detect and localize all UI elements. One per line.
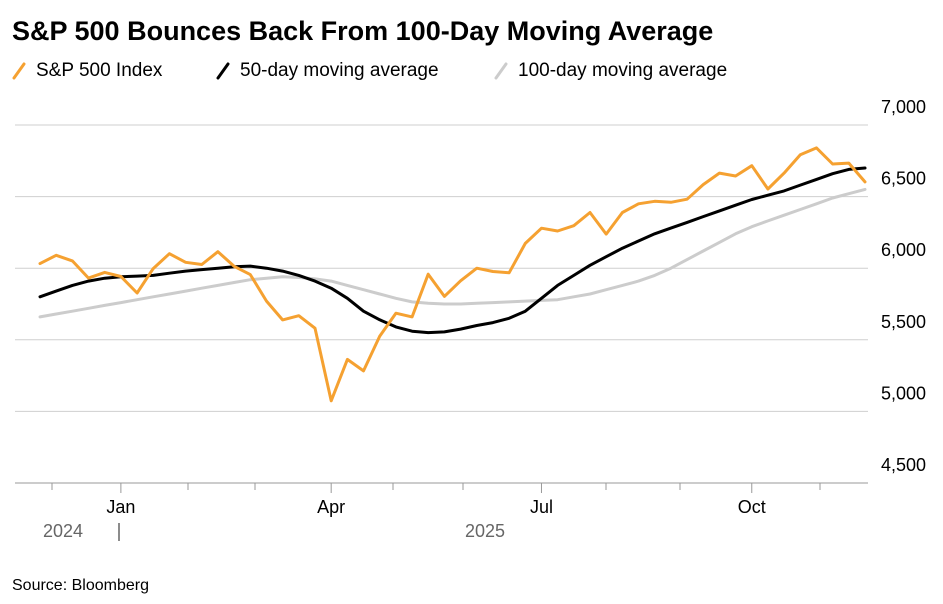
y-tick-label: 4,500 [881,455,926,475]
legend: S&P 500 Index 50-day moving average 100-da… [12,60,727,81]
x-tick-label: Jan [106,497,135,517]
chart-title: S&P 500 Bounces Back From 100-Day Moving… [12,16,713,46]
year-label: 2025 [465,521,505,541]
y-tick-label: 5,500 [881,312,926,332]
legend-swatch [216,62,230,80]
minor-ticks [51,483,821,490]
y-tick-label: 6,500 [881,169,926,189]
series-line [38,146,867,403]
source: Source: Bloomberg [12,577,149,594]
x-tick-label: Oct [738,497,766,517]
series-line [38,166,867,335]
y-tick-label: 7,000 [881,97,926,117]
legend-label: 100-day moving average [518,60,727,81]
year-label: 2024 [43,521,83,541]
legend-swatch [12,62,26,80]
series-line [38,187,867,319]
legend-swatch [494,62,508,80]
legend-label: S&P 500 Index [36,60,163,81]
y-tick-label: 6,000 [881,240,926,260]
y-tick-label: 5,000 [881,383,926,403]
x-tick-label: Apr [317,497,345,517]
x-tick-label: Jul [530,497,553,517]
legend-label: 50-day moving average [240,60,439,81]
